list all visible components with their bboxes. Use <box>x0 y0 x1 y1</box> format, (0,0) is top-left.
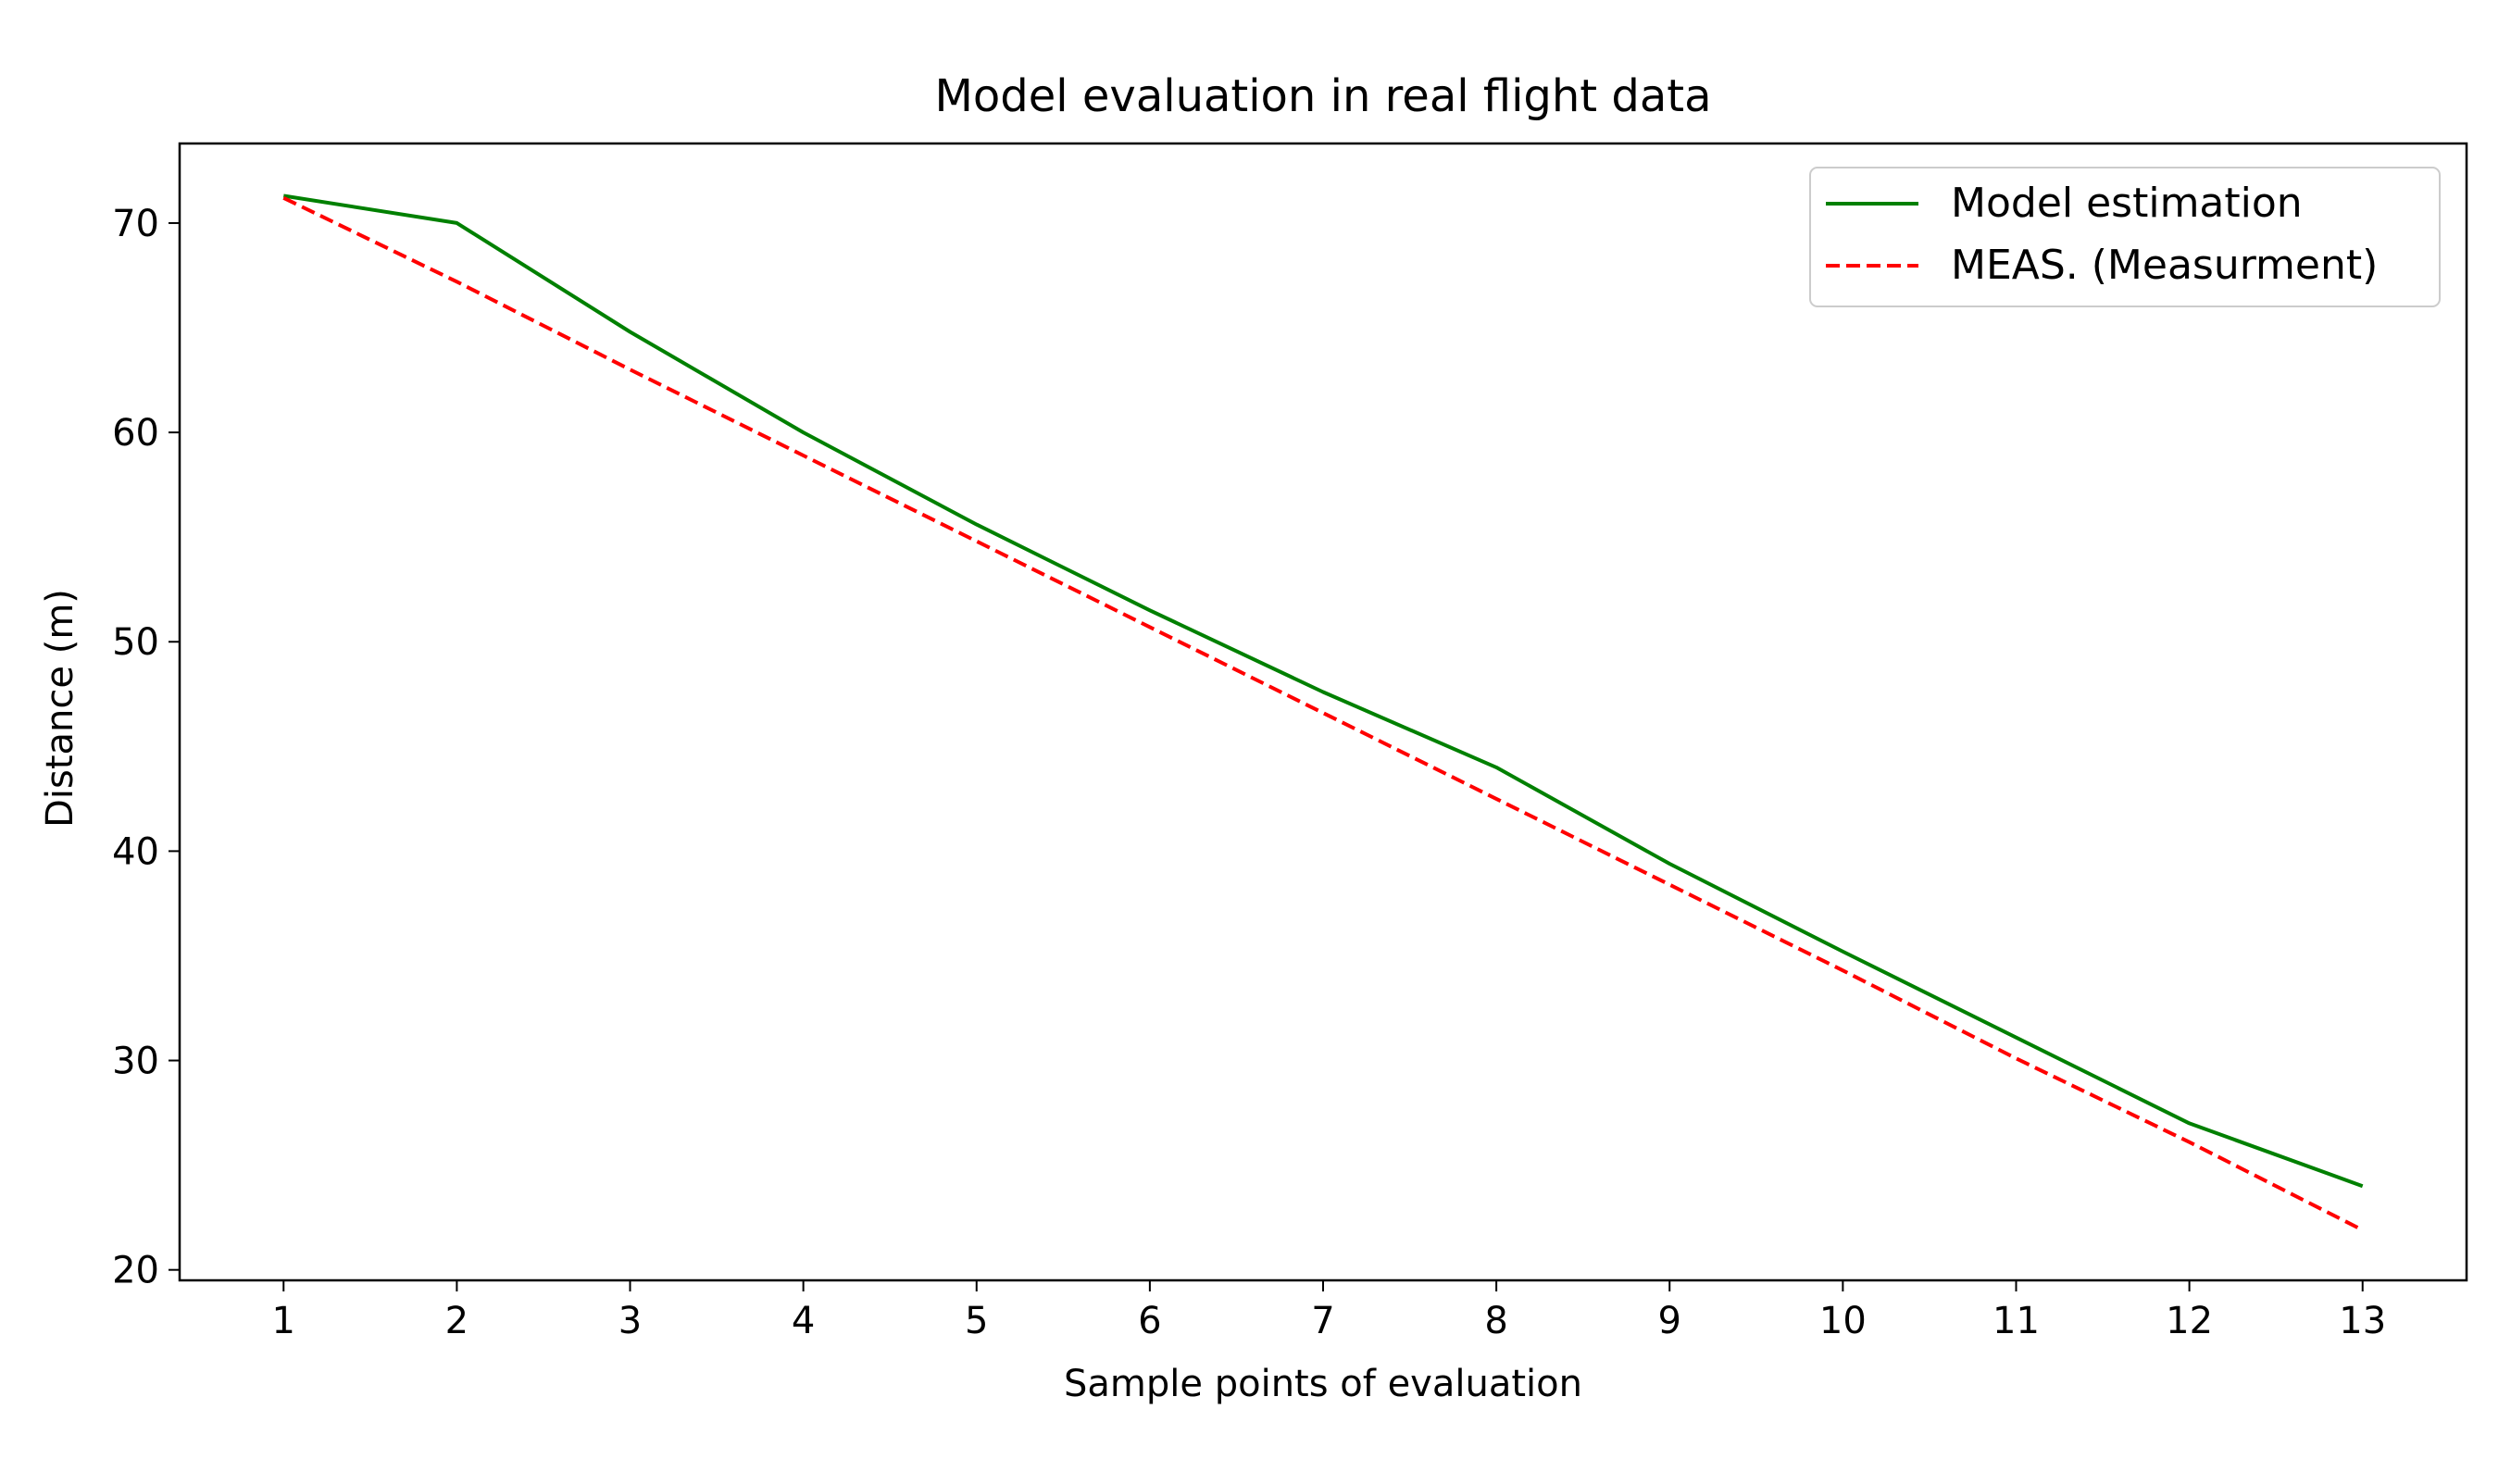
x-tick-label: 10 <box>1819 1300 1867 1342</box>
x-tick-label: 4 <box>792 1300 815 1342</box>
series-0-point <box>1493 765 1499 770</box>
series-1-point <box>2013 1055 2018 1061</box>
x-tick-label: 3 <box>618 1300 642 1342</box>
series-1-point <box>2187 1140 2192 1145</box>
x-tick-label: 11 <box>1993 1300 2040 1342</box>
series-0-point <box>1147 607 1153 613</box>
series-1-point <box>628 367 633 372</box>
series-0-point <box>454 220 459 226</box>
series-1-point <box>1667 882 1672 888</box>
series-0-point <box>2187 1120 2192 1126</box>
legend-label-model-estimation: Model estimation <box>1951 180 2303 227</box>
x-tick-label: 13 <box>2339 1300 2386 1342</box>
series-line-0 <box>282 193 2364 1189</box>
series-1-point <box>281 195 286 201</box>
legend-label-measurement: MEAS. (Measurment) <box>1951 242 2378 289</box>
y-tick-label: 30 <box>112 1041 159 1083</box>
x-tick-label: 1 <box>272 1300 295 1342</box>
x-tick-label: 7 <box>1311 1300 1334 1342</box>
series-1-point <box>801 453 806 458</box>
series-layer <box>281 193 2366 1233</box>
series-1-point <box>1147 624 1153 630</box>
legend-box <box>1809 167 2441 307</box>
series-0-point <box>1840 949 1845 954</box>
series-1-point <box>454 279 459 284</box>
plot-frame <box>178 142 2468 1282</box>
series-0-point <box>628 330 633 335</box>
y-axis-ticks: 20 30 40 50 60 70 <box>112 203 180 1292</box>
y-tick-label: 60 <box>112 412 159 455</box>
series-1-point <box>1493 796 1499 802</box>
y-tick-label: 50 <box>112 621 159 664</box>
legend: Model estimation MEAS. (Measurment) <box>1809 167 2441 307</box>
y-tick-label: 70 <box>112 203 159 245</box>
x-tick-label: 8 <box>1484 1300 1507 1342</box>
series-1-point <box>1320 710 1326 716</box>
x-tick-label: 5 <box>965 1300 988 1342</box>
x-axis-ticks: 1 2 3 4 5 6 7 8 9 10 11 12 13 <box>272 1280 2386 1342</box>
y-tick-label: 40 <box>112 830 159 873</box>
chart-title: Model evaluation in real flight data <box>935 70 1712 122</box>
series-1-point <box>974 539 980 544</box>
series-0-point <box>1320 690 1326 695</box>
series-1-point <box>2360 1228 2366 1233</box>
y-axis-label: Distance (m) <box>39 589 81 828</box>
x-axis-label: Sample points of evaluation <box>1064 1363 1582 1405</box>
series-0-point <box>2360 1183 2366 1189</box>
x-tick-label: 2 <box>445 1300 468 1342</box>
series-0-point <box>974 522 980 528</box>
series-0-point <box>801 430 806 435</box>
x-tick-label: 9 <box>1658 1300 1681 1342</box>
series-0-point <box>1667 861 1672 867</box>
x-tick-label: 12 <box>2166 1300 2213 1342</box>
y-tick-label: 20 <box>112 1250 159 1292</box>
series-1-point <box>1840 967 1845 973</box>
series-0-point <box>2013 1035 2018 1041</box>
x-tick-label: 6 <box>1138 1300 1161 1342</box>
